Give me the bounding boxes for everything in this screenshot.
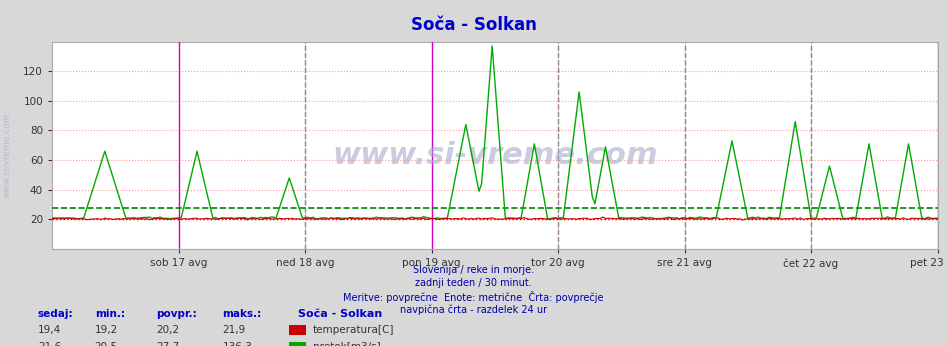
Text: min.:: min.: [95,309,125,319]
Text: 19,2: 19,2 [95,325,118,335]
Text: 136,3: 136,3 [223,342,253,346]
Text: 20,5: 20,5 [95,342,117,346]
Text: www.si-vreme.com: www.si-vreme.com [3,113,12,198]
Text: pretok[m3/s]: pretok[m3/s] [313,342,381,346]
Text: 21,6: 21,6 [38,342,62,346]
Text: 19,4: 19,4 [38,325,62,335]
Text: povpr.:: povpr.: [156,309,197,319]
Text: 27,7: 27,7 [156,342,180,346]
Text: temperatura[C]: temperatura[C] [313,325,394,335]
Text: 21,9: 21,9 [223,325,246,335]
Text: Soča - Solkan: Soča - Solkan [411,16,536,34]
Text: Slovenija / reke in morje.: Slovenija / reke in morje. [413,265,534,275]
Text: sedaj:: sedaj: [38,309,74,319]
Text: navpična črta - razdelek 24 ur: navpična črta - razdelek 24 ur [400,304,547,315]
Text: 20,2: 20,2 [156,325,179,335]
Text: zadnji teden / 30 minut.: zadnji teden / 30 minut. [415,278,532,288]
Text: Soča - Solkan: Soča - Solkan [298,309,383,319]
Text: maks.:: maks.: [223,309,261,319]
Text: Meritve: povprečne  Enote: metrične  Črta: povprečje: Meritve: povprečne Enote: metrične Črta:… [343,291,604,303]
Text: www.si-vreme.com: www.si-vreme.com [332,141,657,170]
